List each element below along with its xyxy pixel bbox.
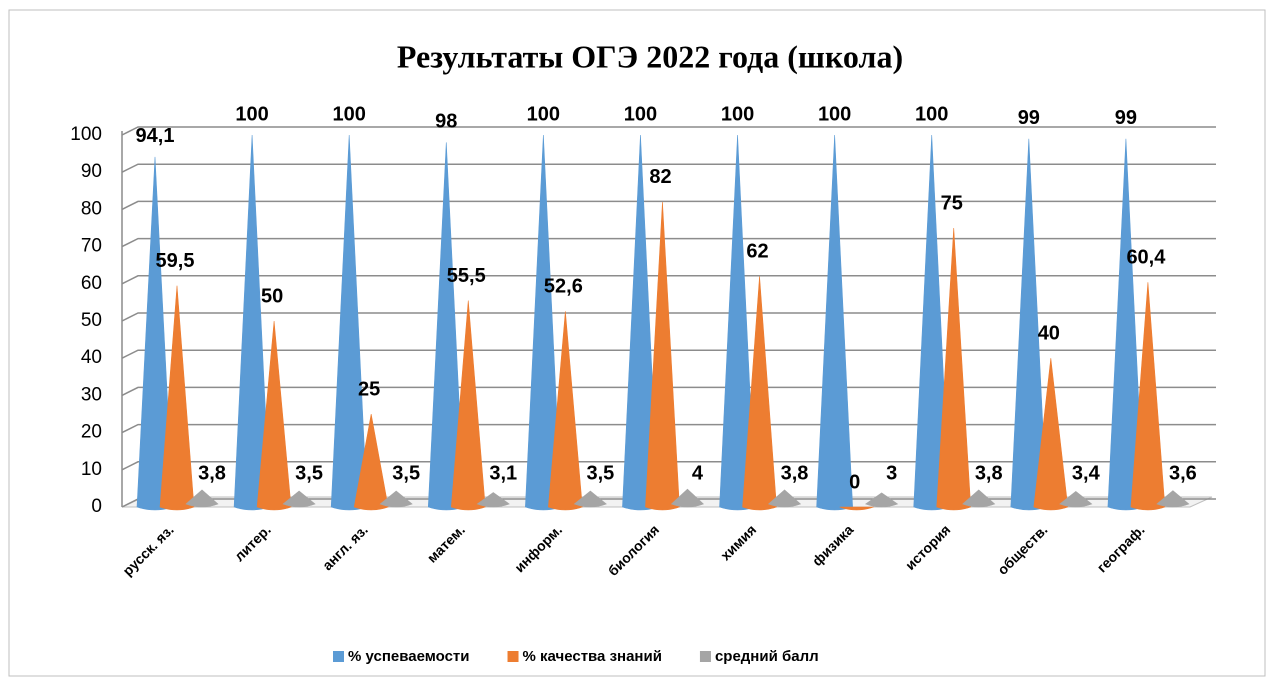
value-label: 3,6 (1169, 462, 1197, 484)
cone (1033, 358, 1069, 511)
y-tick-label: 10 (81, 459, 102, 480)
value-label: 0 (849, 471, 860, 493)
value-label: 100 (721, 103, 754, 125)
value-label: 100 (527, 103, 560, 125)
cone (379, 490, 413, 508)
y-tick-label: 80 (81, 198, 102, 219)
value-label: 100 (915, 103, 948, 125)
value-label: 25 (358, 378, 380, 400)
legend-label: % успеваемости (348, 648, 470, 665)
value-label: 99 (1115, 107, 1137, 129)
value-label: 3,8 (198, 462, 226, 484)
value-label: 3,5 (295, 462, 323, 484)
value-label: 50 (261, 285, 283, 307)
value-label: 3,5 (392, 462, 420, 484)
grid-line (121, 461, 1216, 471)
cone (1059, 490, 1093, 508)
value-label: 3 (886, 462, 897, 484)
value-label: 4 (692, 462, 704, 484)
value-label: 3,8 (781, 462, 809, 484)
y-tick-label: 50 (81, 310, 102, 331)
value-label: 98 (435, 111, 457, 133)
legend-swatch (699, 651, 711, 662)
value-label: 3,8 (975, 462, 1003, 484)
cone (839, 506, 874, 511)
value-label: 94,1 (136, 125, 175, 147)
grid-line (121, 200, 1216, 211)
cone (670, 488, 705, 508)
cone (353, 413, 389, 511)
value-label: 3,4 (1072, 462, 1101, 484)
y-tick-label: 20 (81, 422, 102, 443)
y-tick-label: 40 (81, 347, 102, 368)
grid-line (121, 163, 1216, 173)
cone (450, 300, 486, 511)
value-label: 82 (649, 166, 671, 188)
value-label: 59,5 (156, 250, 195, 272)
value-label: 100 (624, 103, 657, 125)
cone (573, 490, 607, 508)
cone (864, 492, 899, 508)
grid-line (121, 312, 1216, 322)
grid-line (121, 423, 1216, 434)
legend-label: % качества знаний (523, 648, 662, 665)
value-label: 100 (235, 103, 268, 125)
cone (282, 490, 316, 508)
cone (476, 492, 510, 508)
grid-line (121, 386, 1216, 397)
value-label: 55,5 (447, 265, 486, 287)
cone (185, 489, 219, 508)
value-label: 75 (941, 192, 963, 214)
y-tick-label: 0 (91, 496, 102, 517)
value-label: 99 (1018, 107, 1040, 129)
y-tick-label: 90 (81, 161, 102, 182)
grid-line (121, 349, 1216, 359)
cone (962, 489, 996, 508)
cone (767, 489, 802, 508)
legend-swatch (507, 651, 519, 662)
y-tick-label: 30 (81, 384, 102, 405)
value-label: 40 (1038, 322, 1060, 344)
grid-line (121, 237, 1216, 248)
cone (1130, 282, 1166, 511)
cone (548, 311, 583, 511)
value-label: 100 (818, 103, 851, 125)
cone (1156, 490, 1190, 508)
legend-label: средний балл (715, 648, 819, 665)
value-label: 60,4 (1126, 247, 1166, 269)
y-tick-label: 70 (81, 236, 102, 257)
cone (645, 201, 680, 511)
y-tick-label: 60 (81, 273, 102, 294)
cone (256, 320, 292, 511)
cone (742, 276, 777, 511)
value-label: 3,1 (489, 462, 517, 484)
cone (936, 227, 972, 511)
y-tick-label: 100 (70, 124, 102, 145)
grid-line (121, 126, 1216, 136)
grid-line (121, 275, 1216, 285)
legend-swatch (333, 651, 344, 662)
value-label: 3,5 (586, 462, 614, 484)
value-label: 62 (746, 241, 768, 263)
chart-title: Результаты ОГЭ 2022 года (школа) (397, 38, 903, 74)
value-label: 52,6 (544, 276, 583, 298)
value-label: 100 (332, 103, 365, 125)
cone (159, 285, 195, 511)
